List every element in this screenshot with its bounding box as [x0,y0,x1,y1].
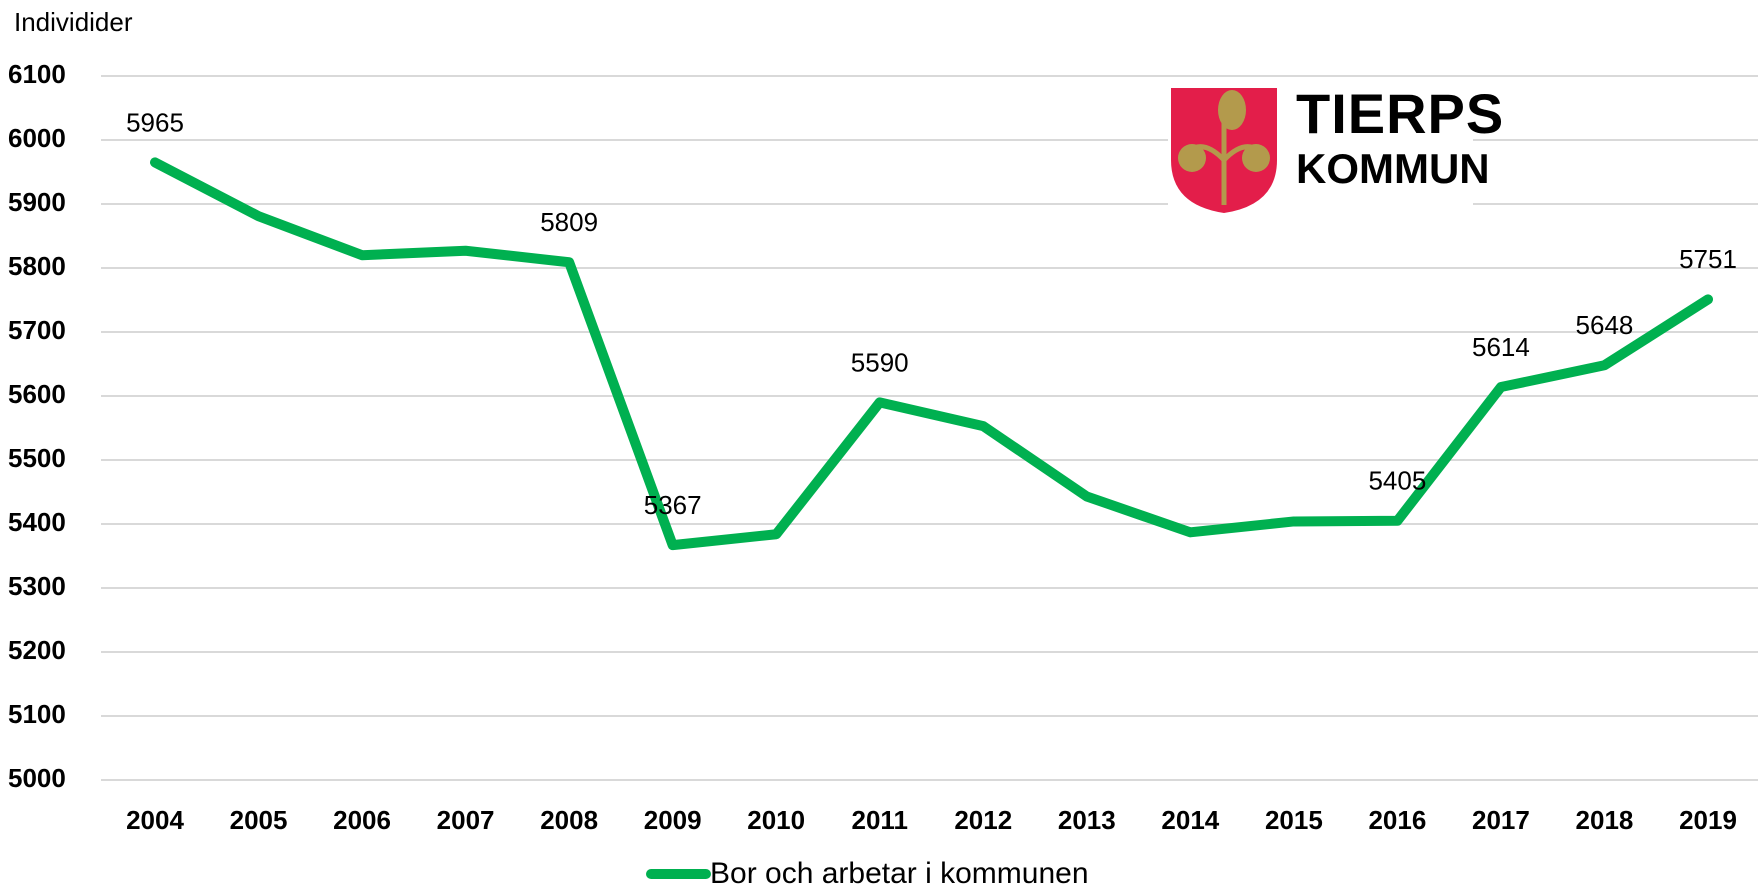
x-tick-label: 2014 [1161,805,1219,835]
y-tick-label: 5700 [8,315,66,345]
y-tick-label: 5800 [8,251,66,281]
data-label: 5751 [1679,244,1737,274]
x-tick-label: 2017 [1472,805,1530,835]
x-tick-label: 2007 [437,805,495,835]
logo-emblem [1178,144,1206,172]
legend-label: Bor och arbetar i kommunen [710,857,1089,890]
x-tick-label: 2015 [1265,805,1323,835]
y-tick-label: 5500 [8,443,66,473]
data-label: 5367 [644,490,702,520]
data-label: 5809 [540,207,598,237]
x-tick-label: 2016 [1368,805,1426,835]
data-label: 5648 [1576,310,1634,340]
x-tick-label: 2009 [644,805,702,835]
x-tick-label: 2013 [1058,805,1116,835]
x-tick-label: 2005 [230,805,288,835]
x-tick-label: 2008 [540,805,598,835]
x-tick-label: 2018 [1576,805,1634,835]
x-tick-label: 2004 [126,805,184,835]
y-axis-label: Individider [14,7,133,37]
y-tick-label: 5100 [8,699,66,729]
x-tick-label: 2012 [954,805,1012,835]
x-tick-label: 2010 [747,805,805,835]
line-series [150,157,1713,551]
logo-text: KOMMUN [1296,145,1490,192]
y-tick-label: 6000 [8,123,66,153]
x-tick-label: 2006 [333,805,391,835]
y-tick-label: 5300 [8,571,66,601]
logo-emblem [1242,144,1270,172]
y-tick-label: 6100 [8,59,66,89]
y-tick-label: 5400 [8,507,66,537]
data-label: 5614 [1472,332,1530,362]
data-label: 5965 [126,107,184,137]
y-tick-label: 5000 [8,763,66,793]
x-tick-label: 2011 [852,805,908,835]
data-label: 5590 [851,347,909,377]
y-tick-label: 5900 [8,187,66,217]
data-label: 5405 [1368,466,1426,496]
logo-text: TIERPS [1296,82,1504,145]
y-tick-label: 5200 [8,635,66,665]
y-tick-label: 5600 [8,379,66,409]
x-tick-label: 2019 [1679,805,1737,835]
logo: TIERPS KOMMUN [1168,80,1504,215]
logo-emblem [1218,90,1246,130]
